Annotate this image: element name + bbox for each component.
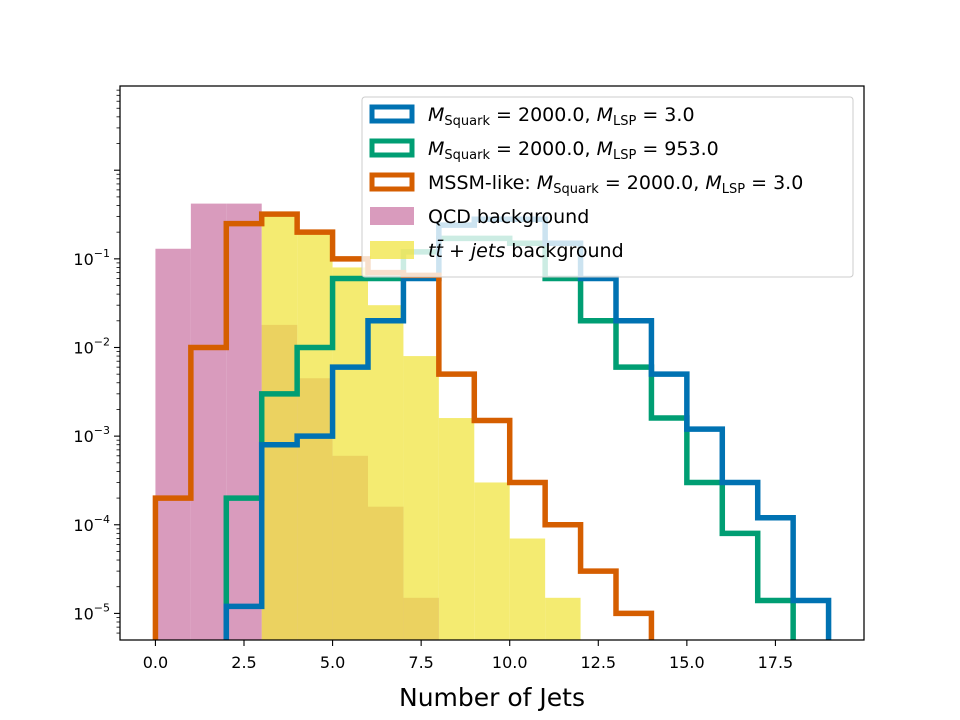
x-tick-label: 17.5 — [758, 653, 794, 672]
x-axis: 0.0 2.5 5.0 7.5 10.0 12.5 15.0 17.5 — [143, 640, 794, 672]
legend-label-mssm_like: MSSM-like: MSquark = 2000.0, MLSP = 3.0 — [428, 172, 803, 197]
legend-label-ttbar: tt̄ + jets background — [428, 238, 624, 262]
bar-qcd — [226, 203, 262, 640]
legend-item-mssm_like: MSSM-like: MSquark = 2000.0, MLSP = 3.0 — [369, 172, 803, 197]
bar-ttbar — [297, 232, 333, 640]
legend-item-squark_lsp3: MSquark = 2000.0, MLSP = 3.0 — [369, 104, 695, 129]
x-tick-label: 2.5 — [231, 653, 256, 672]
legend-item-ttbar: tt̄ + jets background — [370, 238, 624, 262]
legend-swatch-squark_lsp953 — [369, 138, 415, 158]
bar-ttbar — [332, 267, 368, 640]
legend-swatch-ttbar — [370, 241, 414, 259]
x-tick-label: 5.0 — [320, 653, 345, 672]
y-tick-label: 10−5 — [73, 601, 110, 623]
legend-label-qcd: QCD background — [428, 206, 589, 228]
x-axis-label: Number of Jets — [399, 683, 585, 712]
legend-label-squark_lsp953: MSquark = 2000.0, MLSP = 953.0 — [428, 138, 719, 163]
bar-ttbar — [474, 482, 510, 640]
x-tick-label: 7.5 — [408, 653, 433, 672]
plot-frame — [119, 85, 865, 641]
bar-ttbar — [438, 418, 475, 640]
bar-ttbar — [261, 216, 298, 640]
x-tick-label: 10.0 — [492, 653, 528, 672]
legend-item-qcd: QCD background — [370, 206, 589, 228]
y-tick-label: 10−4 — [73, 513, 110, 535]
legend-swatch-mssm_like — [369, 172, 415, 192]
legend: MSquark = 2000.0, MLSP = 3.0 MSquark = 20… — [361, 96, 854, 278]
y-tick-label: 10−1 — [73, 247, 110, 269]
x-tick-label: 0.0 — [143, 653, 168, 672]
legend-label-squark_lsp3: MSquark = 2000.0, MLSP = 3.0 — [428, 104, 695, 129]
bar-qcd — [155, 248, 191, 640]
legend-box — [361, 96, 854, 278]
bar-ttbar — [545, 597, 581, 640]
bar-qcd — [190, 203, 227, 640]
x-tick-label: 12.5 — [580, 653, 616, 672]
y-tick-label: 10−2 — [73, 335, 110, 357]
y-tick-label: 10−3 — [73, 424, 110, 446]
bar-ttbar — [403, 356, 439, 640]
legend-swatch-qcd — [370, 207, 414, 225]
series-layer — [152, 203, 832, 640]
legend-item-squark_lsp953: MSquark = 2000.0, MLSP = 953.0 — [369, 138, 719, 163]
bar-ttbar — [509, 538, 546, 640]
y-axis: 10−5 10−4 10−3 10−2 10−1 — [73, 89, 120, 634]
legend-swatch-squark_lsp3 — [369, 104, 415, 124]
x-tick-label: 15.0 — [669, 653, 705, 672]
bar-ttbar — [368, 305, 404, 640]
